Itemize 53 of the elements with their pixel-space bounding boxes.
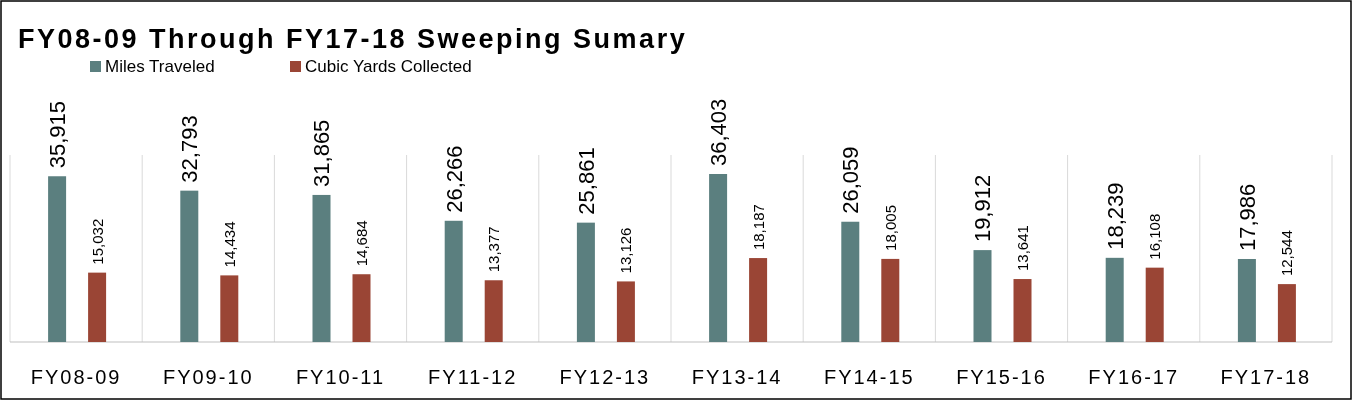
data-label: 17,986 bbox=[1234, 183, 1260, 251]
data-label: 18,187 bbox=[749, 204, 767, 251]
x-tick-label: FY15-16 bbox=[956, 366, 1047, 388]
bar bbox=[1145, 267, 1164, 342]
data-label: 32,793 bbox=[177, 115, 203, 183]
bar bbox=[1237, 259, 1256, 342]
bar bbox=[352, 274, 371, 342]
x-tick-label: FY11-12 bbox=[428, 366, 518, 388]
bar bbox=[180, 190, 199, 342]
data-label: 14,434 bbox=[220, 221, 238, 268]
bar bbox=[484, 280, 503, 342]
data-label: 31,865 bbox=[309, 119, 335, 187]
data-label: 19,912 bbox=[970, 174, 996, 243]
x-tick-label: FY13-14 bbox=[691, 366, 783, 388]
bar bbox=[1105, 257, 1124, 342]
data-label: 18,239 bbox=[1102, 182, 1128, 250]
x-tick-label: FY14-15 bbox=[823, 366, 915, 388]
data-label: 12,544 bbox=[1278, 230, 1296, 277]
bar bbox=[48, 176, 67, 342]
data-label: 36,403 bbox=[706, 98, 732, 166]
data-label: 25,861 bbox=[573, 147, 599, 215]
bar bbox=[973, 250, 992, 342]
data-label: 18,005 bbox=[881, 205, 899, 251]
data-label: 13,641 bbox=[1013, 225, 1031, 272]
bar bbox=[576, 222, 595, 342]
bar bbox=[841, 221, 860, 342]
x-tick-label: FY09-10 bbox=[162, 366, 254, 388]
bar bbox=[881, 258, 900, 342]
data-label: 35,915 bbox=[45, 100, 71, 169]
data-label: 16,108 bbox=[1146, 213, 1164, 260]
bar bbox=[709, 174, 728, 342]
data-label: 26,266 bbox=[441, 145, 467, 213]
bar bbox=[1277, 284, 1296, 342]
bar bbox=[444, 220, 463, 342]
x-tick-label: FY17-18 bbox=[1220, 366, 1312, 388]
x-tick-label: FY12-13 bbox=[559, 366, 651, 388]
data-label: 26,059 bbox=[838, 146, 864, 214]
bar bbox=[616, 281, 635, 342]
bar bbox=[1013, 279, 1032, 342]
bar bbox=[220, 275, 239, 342]
legend-label: Miles Traveled bbox=[105, 57, 215, 76]
bar bbox=[88, 272, 107, 342]
chart-title: FY08-09 Through FY17-18 Sweeping Sumary bbox=[18, 24, 688, 54]
data-label: 15,032 bbox=[88, 218, 106, 265]
data-label: 13,126 bbox=[617, 227, 635, 274]
bar bbox=[312, 194, 331, 342]
data-label: 13,377 bbox=[485, 226, 503, 273]
legend-label: Cubic Yards Collected bbox=[305, 57, 472, 76]
bar bbox=[749, 258, 768, 342]
data-label: 14,684 bbox=[352, 220, 370, 267]
x-tick-label: FY10-11 bbox=[295, 366, 386, 388]
x-tick-label: FY16-17 bbox=[1088, 366, 1180, 388]
x-tick-label: FY08-09 bbox=[30, 366, 122, 388]
